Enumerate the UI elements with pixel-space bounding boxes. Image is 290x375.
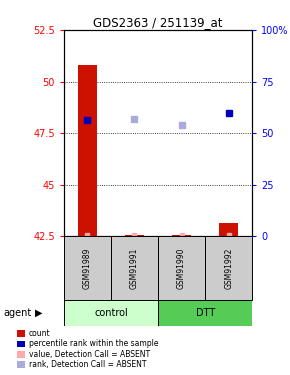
Title: GDS2363 / 251139_at: GDS2363 / 251139_at [93, 16, 223, 29]
Text: control: control [94, 308, 128, 318]
Bar [158, 300, 252, 326]
Bar [158, 236, 205, 300]
Text: DTT: DTT [195, 308, 215, 318]
Text: value, Detection Call = ABSENT: value, Detection Call = ABSENT [29, 350, 150, 359]
Text: rank, Detection Call = ABSENT: rank, Detection Call = ABSENT [29, 360, 146, 369]
Text: GSM91989: GSM91989 [83, 248, 92, 289]
Bar [64, 300, 158, 326]
Bar [111, 236, 158, 300]
Text: GSM91991: GSM91991 [130, 248, 139, 289]
Text: count: count [29, 329, 51, 338]
Text: agent: agent [3, 308, 31, 318]
Text: GSM91992: GSM91992 [224, 248, 233, 289]
Text: percentile rank within the sample: percentile rank within the sample [29, 339, 159, 348]
Text: ▶: ▶ [35, 308, 42, 318]
Bar [64, 236, 111, 300]
Bar [205, 236, 252, 300]
Bar [125, 235, 144, 236]
Bar [78, 65, 97, 236]
Bar [172, 235, 191, 236]
Text: GSM91990: GSM91990 [177, 248, 186, 289]
Bar [219, 223, 238, 236]
